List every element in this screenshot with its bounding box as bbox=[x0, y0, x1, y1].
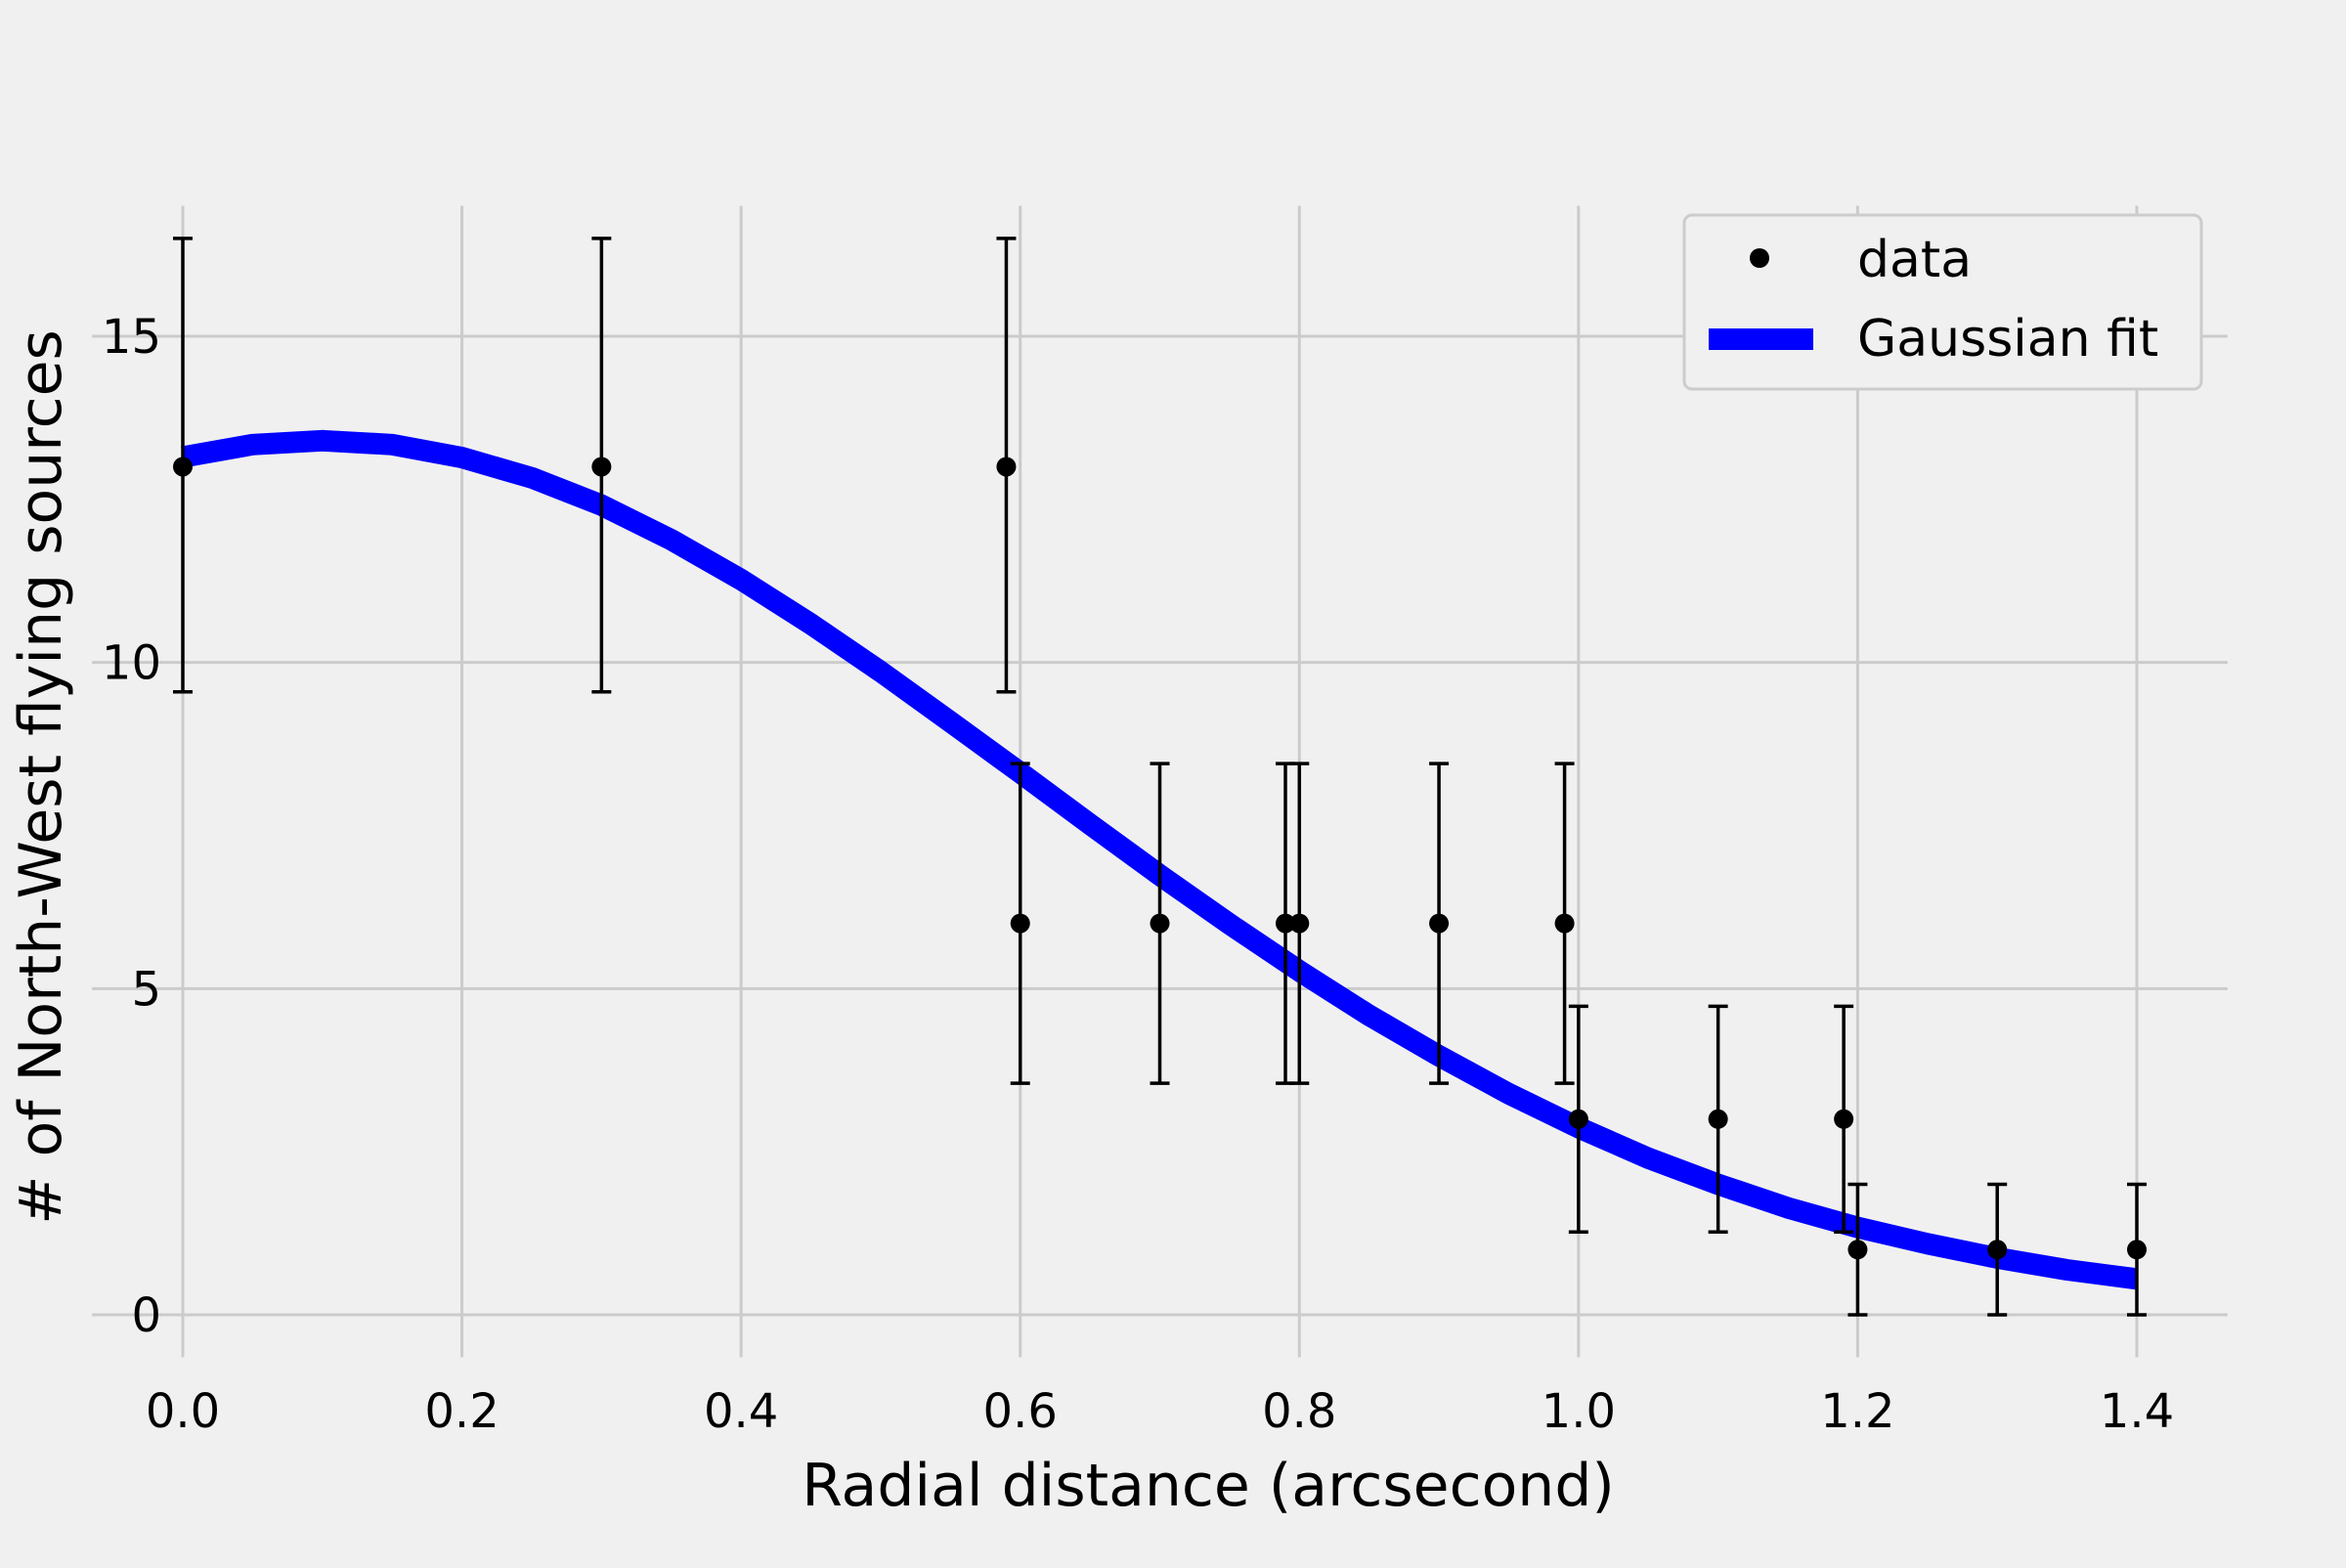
data-point bbox=[173, 457, 193, 477]
point-layer bbox=[173, 457, 2147, 1260]
y-tick-label: 15 bbox=[102, 310, 161, 365]
data-point bbox=[591, 457, 612, 477]
x-tick-label: 0.0 bbox=[146, 1384, 220, 1439]
y-tick-label: 10 bbox=[102, 636, 161, 691]
data-point bbox=[1847, 1240, 1868, 1260]
legend: data Gaussian fit bbox=[1682, 213, 2203, 391]
data-point bbox=[2127, 1240, 2147, 1260]
data-point bbox=[1834, 1109, 1854, 1129]
data-point bbox=[1010, 913, 1030, 934]
x-axis-label: Radial distance (arcsecond) bbox=[802, 1452, 1615, 1520]
legend-data-label: data bbox=[1857, 231, 1972, 289]
y-tick-label: 0 bbox=[131, 1288, 161, 1343]
y-tick-labels: 0 5 10 15 bbox=[102, 310, 161, 1343]
x-tick-label: 0.6 bbox=[983, 1384, 1058, 1439]
x-tick-label: 0.4 bbox=[704, 1384, 778, 1439]
legend-fit-label: Gaussian fit bbox=[1857, 310, 2158, 369]
data-point bbox=[1150, 913, 1170, 934]
data-point bbox=[1276, 913, 1296, 934]
legend-box bbox=[1682, 213, 2203, 391]
data-point bbox=[1289, 913, 1310, 934]
y-axis-label: # of North-West flying sources bbox=[7, 329, 75, 1225]
x-tick-label: 1.2 bbox=[1820, 1384, 1894, 1439]
data-point bbox=[1708, 1109, 1728, 1129]
data-point bbox=[1987, 1240, 2008, 1260]
x-tick-label: 0.2 bbox=[424, 1384, 499, 1439]
data-point bbox=[1429, 913, 1450, 934]
legend-data-marker bbox=[1750, 248, 1769, 268]
x-tick-label: 1.4 bbox=[2100, 1384, 2174, 1439]
errorbar-layer bbox=[173, 237, 2147, 1317]
x-tick-label: 0.8 bbox=[1262, 1384, 1336, 1439]
data-point bbox=[1554, 913, 1575, 934]
data-point bbox=[996, 457, 1017, 477]
x-tick-labels: 0.0 0.2 0.4 0.6 0.8 1.0 1.2 1.4 bbox=[146, 1384, 2174, 1439]
data-point bbox=[1568, 1109, 1588, 1129]
x-tick-label: 1.0 bbox=[1542, 1384, 1616, 1439]
y-tick-label: 5 bbox=[131, 962, 161, 1017]
